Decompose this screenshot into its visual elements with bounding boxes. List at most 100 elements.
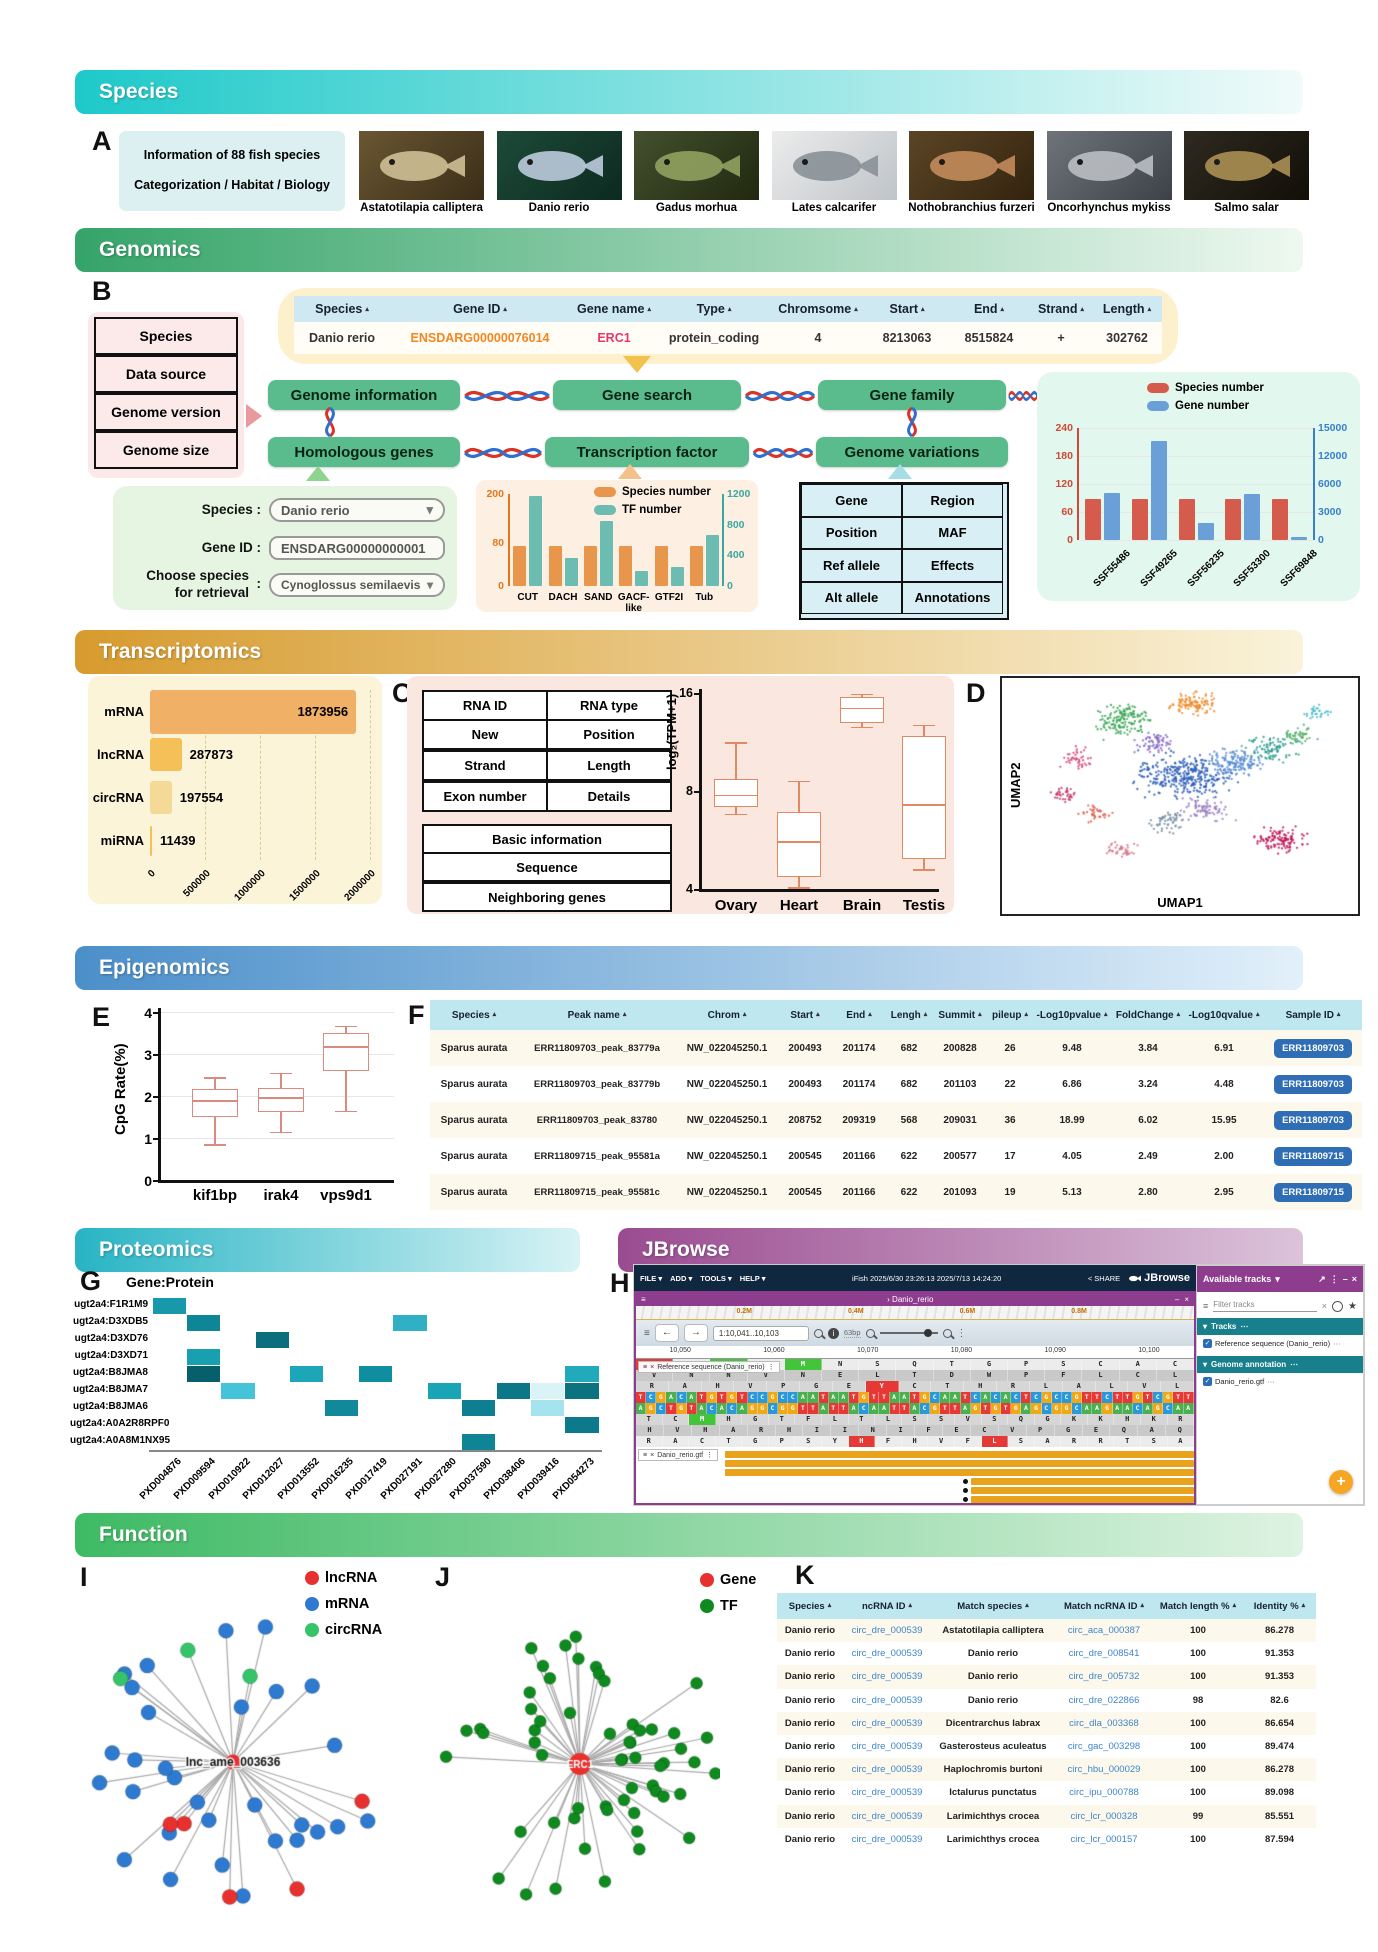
gene-model-bar[interactable] (725, 1451, 1194, 1458)
sample-id-button[interactable]: ERR11809703 (1274, 1074, 1352, 1094)
kebab-icon[interactable]: ⋮ (1329, 1273, 1339, 1284)
column-header[interactable]: Match ncRNA ID ▴ (1063, 1600, 1145, 1612)
sample-id-button[interactable]: ERR11809715 (1274, 1182, 1352, 1202)
ncrna-link[interactable]: circ_dre_022866 (1068, 1694, 1140, 1706)
ncrna-link[interactable]: circ_aca_000387 (1067, 1625, 1141, 1637)
ncrna-link[interactable]: circ_dre_000539 (851, 1671, 923, 1683)
track-item[interactable]: ✓ Danio_rerio.gtf ⋯ (1203, 1377, 1275, 1386)
gene-model-bar[interactable] (970, 1478, 1194, 1485)
column-header[interactable]: pileup ▴ (992, 1009, 1028, 1021)
open-in-new-icon[interactable]: ↗ (1318, 1273, 1326, 1284)
menu-tools[interactable]: TOOLS ▾ (700, 1273, 732, 1283)
gene-model-bar[interactable] (725, 1460, 1194, 1467)
nav-button-gene-search[interactable]: Gene search (553, 380, 741, 410)
more-icon[interactable]: ⋯ (1240, 1322, 1249, 1331)
ncrna-link[interactable]: circ_dre_008541 (1068, 1648, 1140, 1660)
nav-button-transcription-factor[interactable]: Transcription factor (545, 437, 749, 467)
ncrna-link[interactable]: circ_dre_000539 (851, 1717, 923, 1729)
search-icon[interactable] (813, 1328, 823, 1338)
drag-handle-icon[interactable]: ≡ (643, 1451, 648, 1459)
kebab-icon[interactable]: ⋮ (767, 1364, 775, 1371)
ncrna-link[interactable]: circ_dre_000539 (851, 1625, 923, 1637)
history-icon[interactable] (1332, 1300, 1344, 1312)
ncrna-link[interactable]: circ_dre_000539 (851, 1741, 923, 1753)
zoom-slider-knob[interactable] (923, 1329, 932, 1337)
close-icon[interactable]: × (1184, 1295, 1189, 1304)
menu-file[interactable]: FILE ▾ (640, 1273, 663, 1283)
drag-handle-icon[interactable]: ≡ (643, 1363, 648, 1371)
column-header[interactable]: Species ▴ (451, 1009, 497, 1021)
retrieval-species-select[interactable]: Cynoglossus semilaevis ▾ (269, 573, 445, 597)
minimize-icon[interactable]: – (1174, 1295, 1180, 1304)
column-header[interactable]: Start ▴ (889, 302, 925, 316)
sample-id-button[interactable]: ERR11809715 (1274, 1146, 1352, 1166)
ncrna-link[interactable]: circ_dre_000539 (851, 1810, 923, 1822)
column-header[interactable]: Chromsome ▴ (778, 302, 858, 316)
track-label-chip[interactable]: ≡ × Reference sequence (Danio_rerio) ⋮ (638, 1361, 780, 1373)
ncrna-link[interactable]: circ_dla_003368 (1069, 1717, 1139, 1729)
hamburger-icon[interactable]: ≡ (644, 1327, 650, 1339)
filter-tracks-input[interactable]: Filter tracks (1213, 1300, 1317, 1312)
info-icon[interactable]: i (827, 1327, 839, 1339)
column-header[interactable]: Strand ▴ (1037, 302, 1085, 316)
kebab-icon[interactable]: ⋮ (956, 1327, 967, 1339)
column-header[interactable]: Length ▴ (1102, 302, 1152, 316)
share-button[interactable]: < SHARE (1088, 1274, 1120, 1283)
nav-button-genome-information[interactable]: Genome information (268, 380, 460, 410)
column-header[interactable]: Match length % ▴ (1159, 1600, 1237, 1612)
gene-model-bar[interactable] (970, 1487, 1194, 1494)
column-header[interactable]: -Log10qvalue ▴ (1188, 1009, 1260, 1021)
column-header[interactable]: Type ▴ (696, 302, 732, 316)
track-label-chip[interactable]: ≡ × Danio_rerio.gtf ⋮ (638, 1449, 719, 1461)
ncrna-link[interactable]: circ_hbu_000029 (1067, 1764, 1141, 1776)
column-header[interactable]: Peak name ▴ (567, 1009, 627, 1021)
column-header[interactable]: End ▴ (973, 302, 1005, 316)
column-header[interactable]: Gene name ▴ (577, 302, 651, 316)
star-icon[interactable]: ★ (1348, 1300, 1357, 1312)
sample-id-button[interactable]: ERR11809703 (1274, 1110, 1352, 1130)
hamburger-icon[interactable]: ≡ (641, 1295, 646, 1304)
column-header[interactable]: -Log10pvalue ▴ (1036, 1009, 1108, 1021)
column-header[interactable]: Start ▴ (790, 1009, 820, 1021)
sample-id-button[interactable]: ERR11809703 (1274, 1038, 1352, 1058)
more-icon[interactable]: ⋯ (1267, 1377, 1275, 1386)
geneid-input[interactable]: ENSDARG00000000001 (269, 536, 445, 560)
column-header[interactable]: FoldChange ▴ (1115, 1009, 1181, 1021)
ncrna-link[interactable]: circ_gac_003298 (1067, 1741, 1141, 1753)
column-header[interactable]: Sample ID ▴ (1285, 1009, 1341, 1021)
ncrna-link[interactable]: circ_lcr_000328 (1070, 1810, 1138, 1822)
nav-forward-button[interactable]: → (683, 1324, 708, 1342)
tracks-group-header[interactable]: ▾ Tracks ⋯ (1197, 1318, 1363, 1335)
ncrna-link[interactable]: circ_dre_005732 (1068, 1671, 1140, 1683)
column-header[interactable]: Lengh ▴ (890, 1009, 928, 1021)
ncrna-link[interactable]: circ_dre_000539 (851, 1648, 923, 1660)
column-header[interactable]: Identity % ▴ (1253, 1600, 1306, 1612)
column-header[interactable]: ncRNA ID ▴ (862, 1600, 912, 1612)
zoom-in-icon[interactable] (942, 1328, 952, 1338)
ncrna-link[interactable]: circ_lcr_000157 (1070, 1833, 1138, 1845)
column-header[interactable]: End ▴ (846, 1009, 872, 1021)
add-track-fab[interactable]: + (1329, 1470, 1353, 1494)
zoom-slider[interactable] (879, 1329, 938, 1337)
checkbox-checked-icon[interactable]: ✓ (1203, 1339, 1212, 1348)
column-header[interactable]: Chrom ▴ (707, 1009, 747, 1021)
more-icon[interactable]: ⋯ (1290, 1360, 1299, 1369)
nav-button-homologous-genes[interactable]: Homologous genes (268, 437, 460, 467)
ncrna-link[interactable]: circ_dre_000539 (851, 1787, 923, 1799)
location-input[interactable]: 1:10,041..10,103 (712, 1325, 809, 1341)
ncrna-link[interactable]: circ_dre_000539 (851, 1764, 923, 1776)
close-icon[interactable]: × (650, 1451, 655, 1459)
view-titlebar[interactable]: ≡ › Danio_rerio – × (636, 1293, 1194, 1306)
ncrna-link[interactable]: circ_dre_000539 (851, 1833, 923, 1845)
column-header[interactable]: Summit ▴ (938, 1009, 982, 1021)
minimize-icon[interactable]: – (1342, 1274, 1348, 1284)
column-header[interactable]: Match species ▴ (957, 1600, 1029, 1612)
kebab-icon[interactable]: ⋮ (706, 1452, 714, 1459)
zoom-out-icon[interactable] (865, 1328, 875, 1338)
nav-button-genome-variations[interactable]: Genome variations (816, 437, 1008, 467)
column-header[interactable]: Gene ID ▴ (453, 302, 507, 316)
column-header[interactable]: Species ▴ (788, 1600, 832, 1612)
nav-back-button[interactable]: ← (654, 1324, 679, 1342)
menu-add[interactable]: ADD ▾ (670, 1273, 693, 1283)
gene-model-bar[interactable] (970, 1496, 1194, 1503)
